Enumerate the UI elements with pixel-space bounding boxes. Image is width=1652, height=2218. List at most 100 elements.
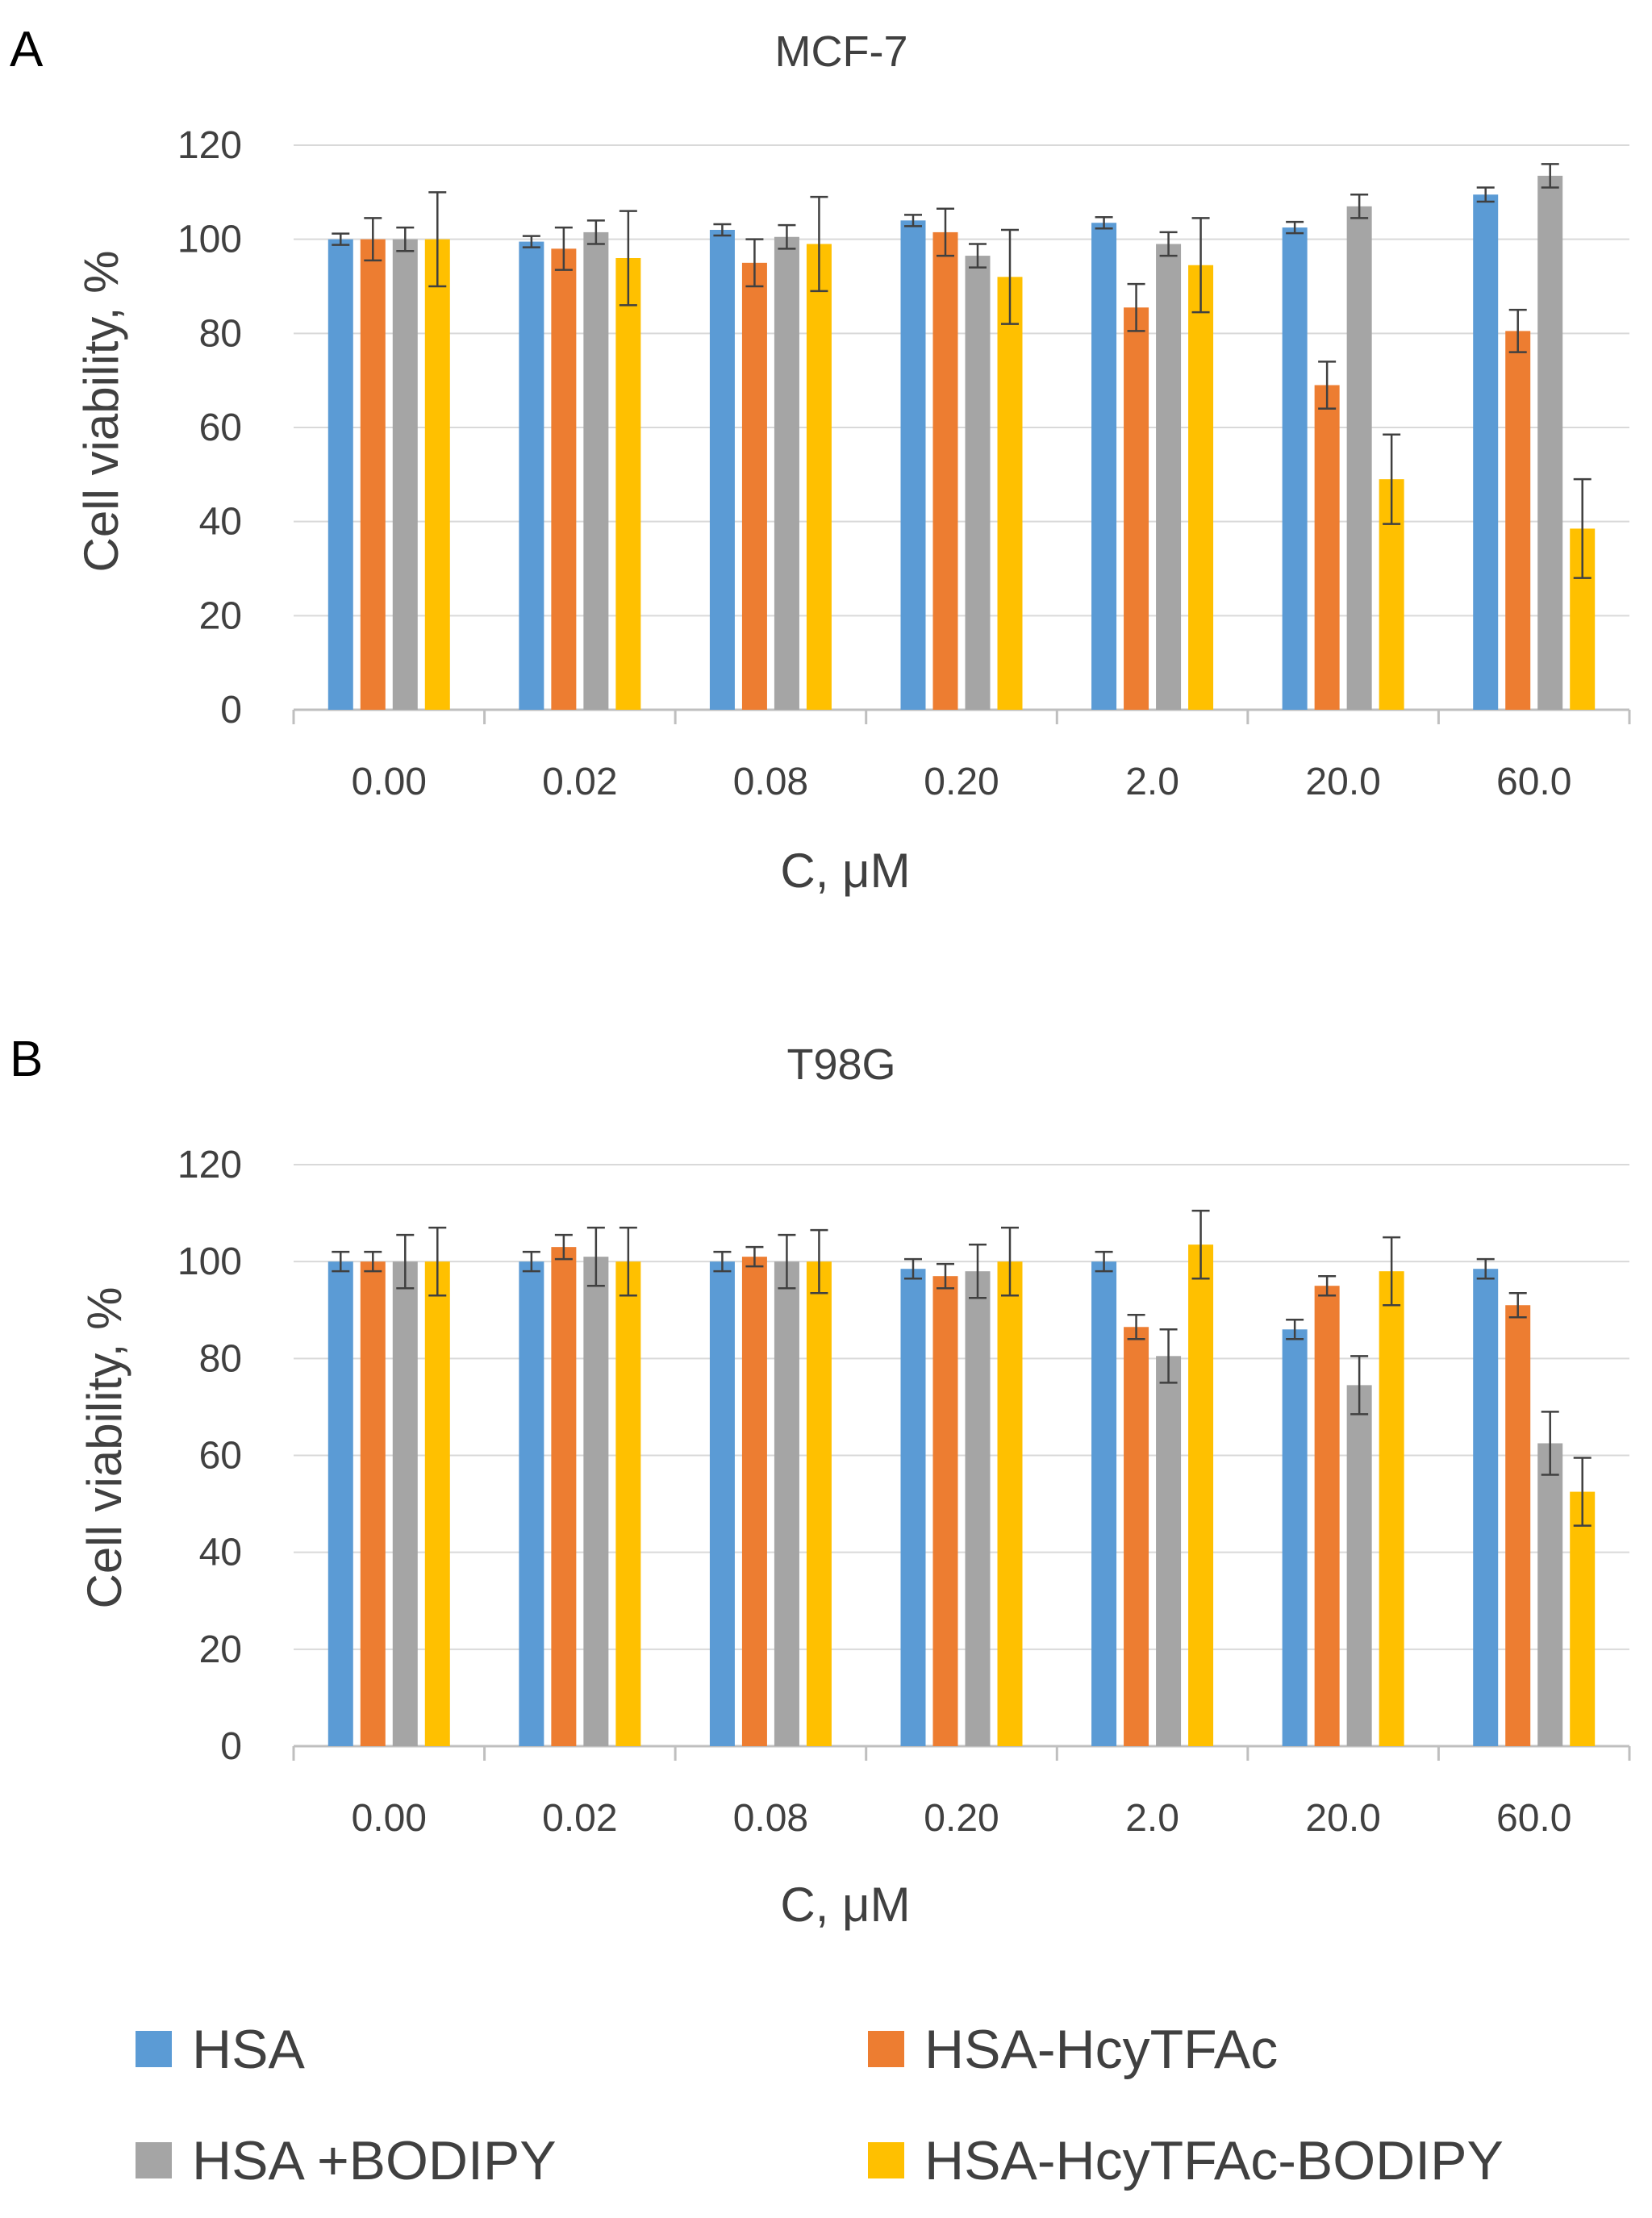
bar bbox=[392, 239, 418, 711]
legend-label-hsa-hcytfac-bodipy: HSA-HcyTFAc-BODIPY bbox=[924, 2130, 1504, 2191]
legend-swatch-hsa-bodipy bbox=[136, 2142, 172, 2178]
y-tick-label: 40 bbox=[199, 1532, 242, 1574]
x-tick-label: 60.0 bbox=[1496, 1797, 1571, 1840]
bar bbox=[997, 1261, 1023, 1746]
y-tick-label: 40 bbox=[199, 501, 242, 544]
x-tick-label: 0.02 bbox=[542, 761, 617, 803]
x-tick-label: 0.08 bbox=[733, 761, 808, 803]
x-tick-label: 0.00 bbox=[352, 1797, 427, 1840]
bar bbox=[1124, 307, 1149, 710]
bar bbox=[900, 220, 926, 710]
chart-title-a: MCF-7 bbox=[775, 27, 908, 76]
bar bbox=[1379, 1271, 1404, 1746]
legend-swatch-hsa bbox=[136, 2031, 172, 2067]
plot-area-mcf7: 0 20 40 60 80 100 120 0.00 0.02 0.08 0.20 2.0 20.0 60… bbox=[177, 124, 1631, 803]
bar bbox=[1537, 175, 1563, 710]
bar bbox=[900, 1269, 926, 1746]
bar bbox=[392, 1261, 418, 1746]
bar bbox=[1282, 1329, 1308, 1746]
bar bbox=[1346, 1385, 1372, 1746]
bar bbox=[1124, 1327, 1149, 1746]
legend-label-hsa-hcytfac: HSA-HcyTFAc bbox=[924, 2019, 1278, 2080]
panel-letter-b: B bbox=[10, 1032, 43, 1087]
legend-label-hsa: HSA bbox=[192, 2019, 305, 2080]
x-tick-label: 20.0 bbox=[1305, 1797, 1380, 1840]
bar bbox=[806, 1261, 832, 1746]
bar bbox=[1156, 244, 1182, 710]
bar bbox=[551, 248, 577, 710]
x-tick-label: 2.0 bbox=[1125, 761, 1179, 803]
x-tick-label: 0.20 bbox=[924, 761, 999, 803]
bar bbox=[997, 277, 1023, 710]
legend-swatch-hsa-hcytfac-bodipy bbox=[868, 2142, 904, 2178]
bar bbox=[519, 241, 544, 710]
bar bbox=[1314, 1286, 1340, 1746]
bar bbox=[774, 236, 799, 710]
y-tick-label: 60 bbox=[199, 1435, 242, 1478]
bar bbox=[1570, 1491, 1596, 1746]
legend-label-hsa-bodipy: HSA +BODIPY bbox=[192, 2130, 557, 2191]
bar bbox=[519, 1261, 544, 1746]
bar bbox=[774, 1261, 799, 1746]
y-tick-label: 100 bbox=[177, 1240, 242, 1283]
x-tick-label: 2.0 bbox=[1125, 1797, 1179, 1840]
y-tick-label: 20 bbox=[199, 1628, 242, 1671]
bar bbox=[965, 1271, 991, 1746]
y-axis-label-b: Cell viability, % bbox=[77, 1287, 131, 1609]
y-tick-label: 100 bbox=[177, 219, 242, 261]
x-tick-label: 0.08 bbox=[733, 1797, 808, 1840]
chart-title-b: T98G bbox=[786, 1040, 895, 1089]
y-tick-label: 120 bbox=[177, 124, 242, 167]
x-axis-label-a: C, μM bbox=[780, 844, 910, 898]
x-tick-label: 20.0 bbox=[1305, 761, 1380, 803]
bar bbox=[424, 1261, 450, 1746]
y-tick-label: 0 bbox=[220, 689, 242, 732]
y-tick-label: 80 bbox=[199, 312, 242, 355]
bar bbox=[709, 230, 735, 710]
y-tick-label: 0 bbox=[220, 1725, 242, 1768]
y-axis-label-a: Cell viability, % bbox=[74, 251, 128, 573]
x-tick-label: 0.20 bbox=[924, 1797, 999, 1840]
bar bbox=[1505, 1305, 1531, 1746]
bar bbox=[1091, 1261, 1117, 1746]
y-tick-label: 60 bbox=[199, 406, 242, 449]
bar bbox=[1091, 223, 1117, 710]
bar bbox=[709, 1261, 735, 1746]
bar bbox=[1188, 1244, 1214, 1746]
panel-letter-a: A bbox=[10, 22, 44, 77]
bar bbox=[965, 256, 991, 710]
x-axis-label-b: C, μM bbox=[780, 1878, 910, 1932]
bar bbox=[424, 239, 450, 711]
bar bbox=[1537, 1443, 1563, 1746]
bar bbox=[327, 1261, 353, 1746]
bar bbox=[583, 1257, 609, 1746]
legend: HSA HSA-HcyTFAc HSA +BODIPY HSA-HcyTFAc-… bbox=[136, 2019, 1504, 2191]
bar bbox=[741, 1257, 767, 1746]
bar bbox=[551, 1247, 577, 1746]
bar bbox=[1314, 385, 1340, 710]
bar bbox=[1156, 1356, 1182, 1746]
bar bbox=[615, 258, 641, 710]
bar bbox=[1188, 265, 1214, 710]
bar bbox=[615, 1261, 641, 1746]
y-tick-label: 80 bbox=[199, 1337, 242, 1380]
bar bbox=[806, 244, 832, 710]
bar bbox=[1346, 206, 1372, 711]
bar bbox=[1473, 194, 1499, 710]
y-tick-label: 20 bbox=[199, 594, 242, 637]
x-tick-label: 0.02 bbox=[542, 1797, 617, 1840]
plot-area-t98g: 0 20 40 60 80 100 120 0.00 0.02 0.08 0.20 2.0 20.0 60… bbox=[177, 1144, 1631, 1840]
x-tick-label: 60.0 bbox=[1496, 761, 1571, 803]
x-tick-label: 0.00 bbox=[352, 761, 427, 803]
bar bbox=[327, 239, 353, 711]
y-tick-label: 120 bbox=[177, 1144, 242, 1186]
bar bbox=[360, 239, 386, 711]
bar bbox=[1505, 331, 1531, 710]
bar bbox=[1473, 1269, 1499, 1746]
bar bbox=[932, 231, 958, 711]
bar bbox=[1282, 227, 1308, 710]
bar bbox=[583, 231, 609, 711]
legend-swatch-hsa-hcytfac bbox=[868, 2031, 904, 2067]
bar bbox=[932, 1276, 958, 1746]
